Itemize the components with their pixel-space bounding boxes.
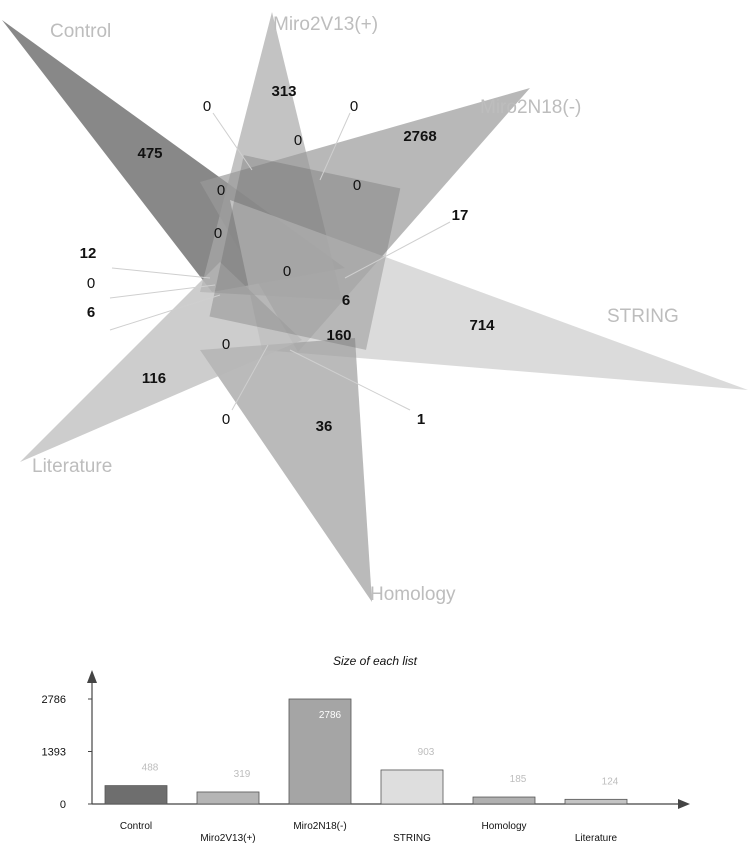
set-label-miro2n18: Miro2N18(-)	[480, 97, 581, 118]
region-count: 2768	[403, 128, 436, 145]
y-tick-label: 1393	[42, 747, 66, 759]
set-label-literature: Literature	[32, 456, 112, 477]
overlap-center	[209, 155, 401, 350]
bar-value-label: 185	[510, 774, 527, 785]
set-label-control: Control	[50, 21, 111, 42]
y-tick-label: 2786	[42, 694, 66, 706]
region-count: 0	[294, 132, 302, 149]
bar-value-label: 319	[234, 769, 251, 780]
bar	[564, 798, 628, 805]
leader-line	[212, 112, 253, 171]
set-shape-literature	[20, 262, 302, 462]
bar	[104, 785, 168, 805]
y-axis-arrow-icon	[87, 670, 97, 683]
leader-line	[109, 284, 216, 299]
category-label: Literature	[575, 833, 618, 844]
bar-value-label: 488	[142, 763, 159, 774]
category-label: Control	[120, 821, 152, 832]
leader-line	[344, 221, 451, 279]
region-count: 12	[80, 245, 97, 262]
region-count: 714	[469, 317, 495, 334]
set-label-string: STRING	[607, 306, 679, 327]
y-tick-label: 0	[60, 799, 66, 811]
set-shape-homology	[200, 338, 372, 602]
category-label: STRING	[393, 833, 431, 844]
bar-value-label: 2786	[319, 710, 342, 721]
region-count: 0	[350, 98, 358, 115]
set-label-homology: Homology	[370, 584, 456, 605]
leader-line	[109, 294, 221, 331]
region-count: 160	[326, 327, 351, 344]
region-count: 0	[353, 177, 361, 194]
region-count: 0	[283, 263, 291, 280]
bar-value-label: 903	[418, 747, 435, 758]
category-label: Homology	[481, 821, 526, 832]
region-count: 0	[87, 275, 95, 292]
leader-line	[111, 267, 211, 279]
region-count: 0	[222, 411, 230, 428]
category-label: Miro2N18(-)	[293, 821, 346, 832]
bar	[288, 698, 352, 805]
set-shape-string	[230, 200, 748, 390]
region-count: 313	[271, 83, 296, 100]
leader-line	[319, 112, 351, 181]
leader-line	[231, 344, 269, 411]
region-count: 0	[203, 98, 211, 115]
category-label: Miro2V13(+)	[200, 833, 255, 844]
venn-diagram: Control Miro2V13(+) Miro2N18(-) STRING H…	[2, 12, 748, 605]
x-axis-arrow-icon	[678, 799, 690, 809]
region-count: 6	[342, 292, 350, 309]
list-size-bar-chart: Size of each list 0 1393 2786 488 Control 319…	[42, 654, 690, 844]
set-label-miro2v13: Miro2V13(+)	[273, 14, 378, 35]
region-count: 36	[316, 418, 333, 435]
leader-line	[289, 349, 411, 411]
region-count: 475	[137, 145, 162, 162]
chart-title: Size of each list	[333, 654, 418, 668]
region-count: 1	[417, 411, 425, 428]
bar	[196, 791, 260, 805]
region-count: 116	[142, 370, 166, 387]
region-count: 17	[452, 207, 469, 224]
region-count: 0	[217, 182, 225, 199]
bar	[380, 769, 444, 805]
region-count: 6	[87, 304, 95, 321]
region-count: 0	[214, 225, 222, 242]
bar-value-label: 124	[602, 776, 619, 787]
region-count: 0	[222, 336, 230, 353]
bar	[472, 796, 536, 805]
